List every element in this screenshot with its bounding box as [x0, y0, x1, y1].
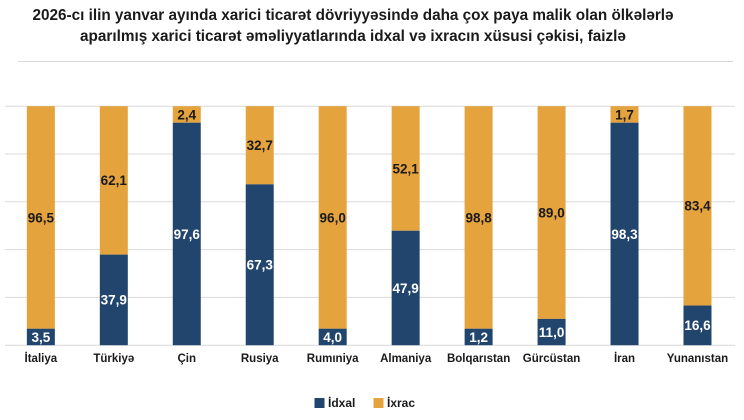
svg-text:96,0: 96,0	[320, 210, 346, 225]
svg-text:1,7: 1,7	[615, 107, 634, 122]
svg-text:16,6: 16,6	[684, 318, 711, 333]
svg-text:Rusiya: Rusiya	[241, 353, 279, 365]
svg-text:96,5: 96,5	[28, 210, 55, 225]
svg-text:İran: İran	[614, 352, 635, 365]
svg-text:Türkiyə: Türkiyə	[93, 353, 134, 365]
svg-text:3,5: 3,5	[31, 330, 50, 345]
svg-text:İdxal: İdxal	[328, 395, 355, 410]
svg-text:2,4: 2,4	[177, 107, 196, 122]
svg-text:89,0: 89,0	[538, 205, 564, 220]
svg-text:Çin: Çin	[178, 353, 197, 365]
svg-text:Gürcüstan: Gürcüstan	[523, 353, 581, 365]
svg-text:1,2: 1,2	[469, 330, 488, 345]
svg-text:32,7: 32,7	[247, 138, 273, 153]
svg-text:Almaniya: Almaniya	[380, 353, 432, 365]
svg-text:98,3: 98,3	[611, 227, 638, 242]
svg-text:62,1: 62,1	[101, 173, 128, 188]
svg-text:Rumıniya: Rumıniya	[307, 353, 359, 365]
svg-text:47,9: 47,9	[393, 281, 419, 296]
svg-text:İtaliya: İtaliya	[25, 352, 58, 365]
svg-text:83,4: 83,4	[684, 199, 711, 214]
svg-text:67,3: 67,3	[247, 258, 274, 273]
svg-text:11,0: 11,0	[539, 325, 565, 340]
svg-text:Yunanıstan: Yunanıstan	[667, 353, 728, 365]
svg-text:98,8: 98,8	[465, 210, 492, 225]
svg-text:52,1: 52,1	[393, 161, 420, 176]
svg-text:4,0: 4,0	[323, 330, 342, 345]
svg-text:Bolqarıstan: Bolqarıstan	[447, 353, 510, 365]
svg-text:37,9: 37,9	[101, 293, 127, 308]
svg-text:97,6: 97,6	[174, 227, 201, 242]
svg-text:İxrac: İxrac	[387, 395, 415, 410]
